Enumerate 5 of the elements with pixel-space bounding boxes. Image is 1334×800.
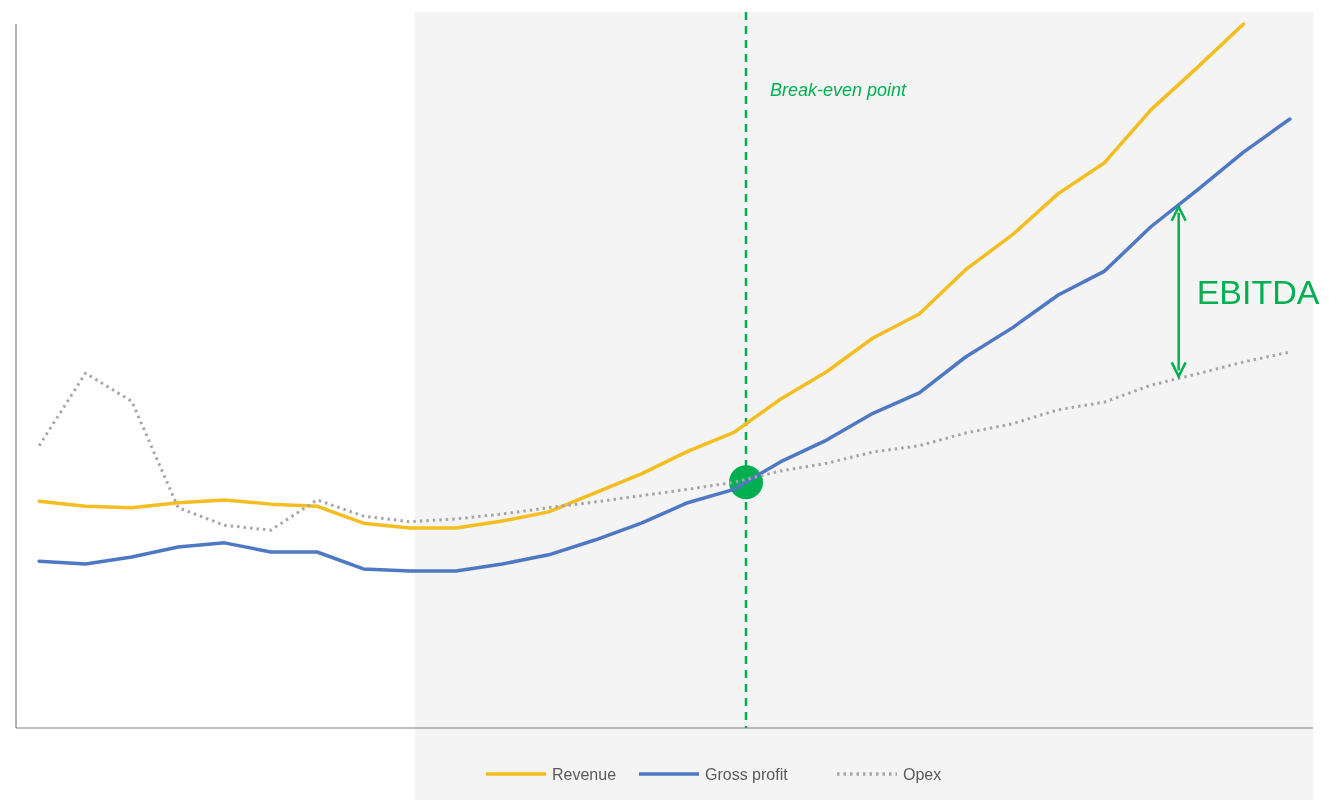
legend-label: Revenue — [552, 766, 617, 783]
legend-label: Gross profit — [705, 766, 789, 783]
annotation: EBITDA — [1196, 272, 1320, 311]
annotation: Break-even point — [770, 80, 908, 100]
legend-label: Opex — [903, 766, 942, 783]
